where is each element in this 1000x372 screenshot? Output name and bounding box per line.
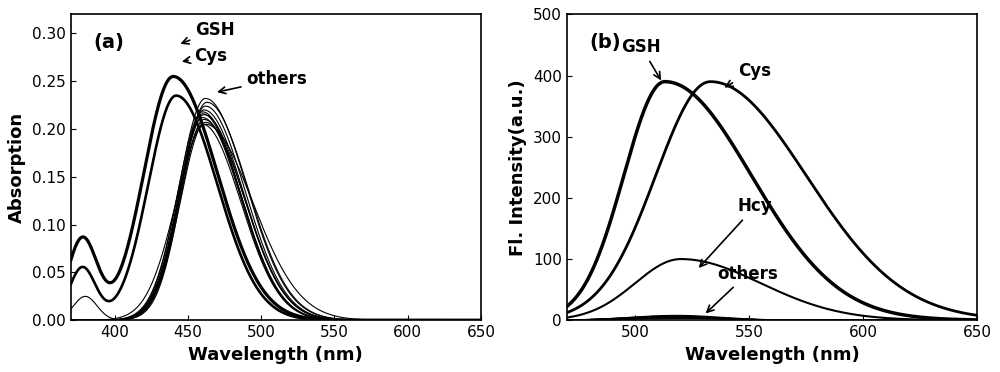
Y-axis label: Fl. Intensity(a.u.): Fl. Intensity(a.u.) — [509, 79, 527, 256]
Text: others: others — [219, 70, 307, 94]
X-axis label: Wavelength (nm): Wavelength (nm) — [685, 346, 859, 364]
Y-axis label: Absorption: Absorption — [8, 112, 26, 223]
Text: Cys: Cys — [726, 61, 771, 87]
Text: GSH: GSH — [622, 38, 661, 79]
Text: Hcy: Hcy — [700, 197, 772, 267]
X-axis label: Wavelength (nm): Wavelength (nm) — [188, 346, 363, 364]
Text: Cys: Cys — [184, 47, 227, 65]
Text: GSH: GSH — [182, 21, 235, 44]
Text: (b): (b) — [589, 33, 621, 52]
Text: (a): (a) — [93, 33, 124, 52]
Text: others: others — [707, 264, 778, 312]
